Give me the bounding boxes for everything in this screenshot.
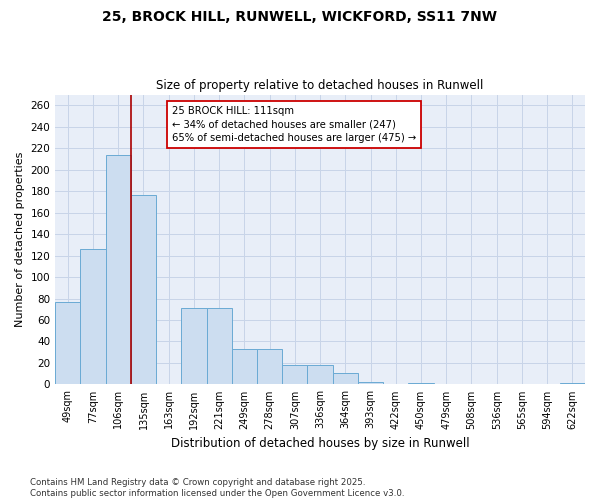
Title: Size of property relative to detached houses in Runwell: Size of property relative to detached ho… [157, 79, 484, 92]
Bar [257, 349, 282, 384]
Text: Contains HM Land Registry data © Crown copyright and database right 2025.
Contai: Contains HM Land Registry data © Crown c… [30, 478, 404, 498]
Bar [332, 372, 358, 384]
Bar [55, 302, 80, 384]
Bar [131, 196, 156, 384]
Bar [232, 349, 257, 384]
Bar [282, 365, 307, 384]
Y-axis label: Number of detached properties: Number of detached properties [15, 152, 25, 327]
Bar [80, 249, 106, 384]
X-axis label: Distribution of detached houses by size in Runwell: Distribution of detached houses by size … [171, 437, 469, 450]
Bar [206, 308, 232, 384]
Bar [358, 382, 383, 384]
Bar [181, 308, 206, 384]
Bar [106, 154, 131, 384]
Text: 25, BROCK HILL, RUNWELL, WICKFORD, SS11 7NW: 25, BROCK HILL, RUNWELL, WICKFORD, SS11 … [103, 10, 497, 24]
Bar [307, 365, 332, 384]
Text: 25 BROCK HILL: 111sqm
← 34% of detached houses are smaller (247)
65% of semi-det: 25 BROCK HILL: 111sqm ← 34% of detached … [172, 106, 416, 142]
